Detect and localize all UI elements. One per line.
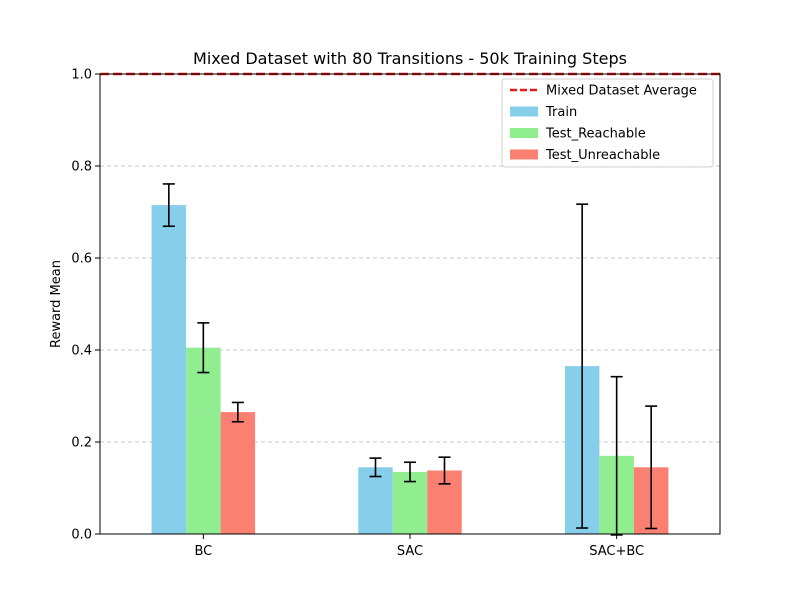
y-tick-label: 0.6 (71, 252, 92, 267)
bar (358, 467, 393, 534)
bar (186, 347, 221, 534)
y-tick-label: 1.0 (71, 68, 92, 83)
legend-swatch (510, 149, 538, 160)
legend-label: Test_Unreachable (545, 148, 660, 163)
legend-swatch (510, 106, 538, 117)
bars (151, 205, 669, 534)
y-axis-label: Reward Mean (49, 260, 64, 348)
y-tick-label: 0.8 (71, 160, 92, 175)
legend-swatch (510, 128, 538, 138)
y-axis: 0.0 0.2 0.4 0.6 0.8 1.0 (71, 68, 100, 543)
bar (151, 205, 187, 534)
y-tick-label: 0.2 (71, 436, 92, 451)
grid-lines (100, 165, 720, 443)
legend: Mixed Dataset Average Train Test_Reachable… (501, 78, 714, 168)
error-bars (162, 183, 658, 536)
x-axis: BC SAC SAC+BC (194, 534, 644, 559)
y-tick-label: 0.0 (71, 528, 92, 543)
legend-box (501, 78, 714, 168)
legend-label: Mixed Dataset Average (546, 84, 697, 99)
legend-label: Test_Reachable (545, 127, 646, 142)
legend-label: Train (545, 105, 577, 120)
chart-title: Mixed Dataset with 80 Transitions - 50k … (193, 49, 627, 68)
x-tick-label: BC (194, 544, 212, 559)
y-tick-label: 0.4 (71, 344, 92, 359)
x-tick-label: SAC+BC (589, 544, 644, 559)
x-tick-label: SAC (397, 544, 423, 559)
bar (220, 412, 256, 534)
